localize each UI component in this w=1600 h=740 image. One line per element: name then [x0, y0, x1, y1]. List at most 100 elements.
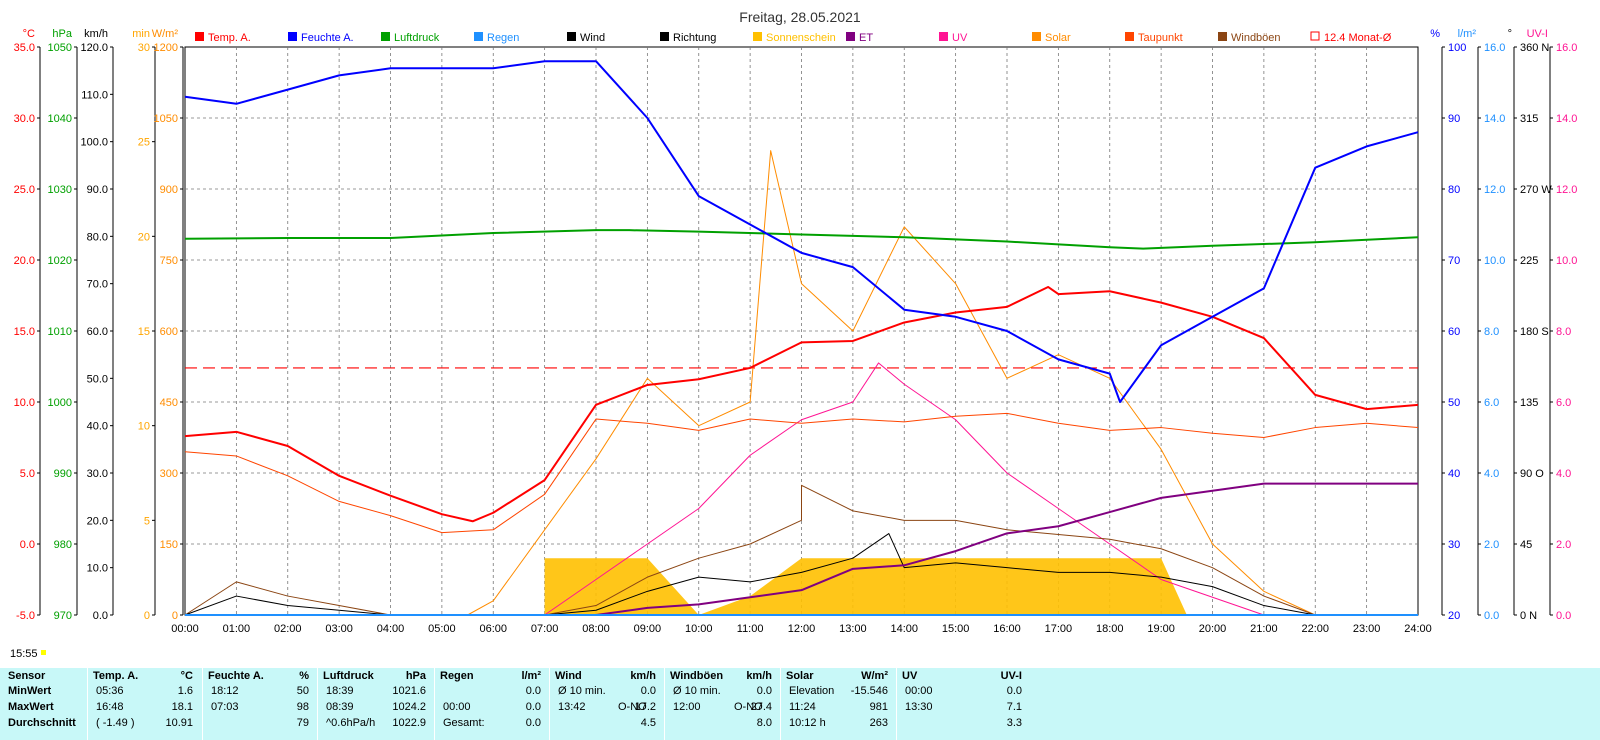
y-tick-label: 180 S — [1520, 326, 1549, 338]
stat-unit: hPa — [405, 670, 426, 682]
y-axis-unit: km/h — [84, 28, 108, 40]
y-tick-label: 1000 — [48, 397, 72, 409]
y-tick-label: 1050 — [154, 113, 178, 125]
x-tick-label: 22:00 — [1301, 623, 1329, 635]
stat-max-value: 7.1 — [1006, 701, 1022, 713]
legend-swatch — [1218, 32, 1227, 41]
stat-max-time: 12:00 — [673, 701, 701, 713]
stat-max-value: 27.4 — [750, 701, 772, 713]
stat-separator — [202, 668, 203, 740]
y-tick-label: 15 — [138, 326, 150, 338]
y-tick-label: 2.0 — [1556, 539, 1571, 551]
stat-separator — [549, 668, 550, 740]
x-tick-label: 09:00 — [634, 623, 662, 635]
y-tick-label: 4.0 — [1484, 468, 1499, 480]
x-tick-label: 13:00 — [839, 623, 867, 635]
x-tick-label: 15:00 — [942, 623, 970, 635]
x-tick-label: 20:00 — [1199, 623, 1227, 635]
y-tick-label: 970 — [54, 610, 72, 622]
stat-min-label: 18:12 — [211, 685, 239, 697]
legend-swatch — [939, 32, 948, 41]
y-tick-label: 10.0 — [14, 397, 35, 409]
legend-label: ET — [859, 32, 873, 44]
stat-min-label: 05:36 — [96, 685, 124, 697]
legend-label: Windböen — [1231, 32, 1281, 44]
stat-unit: UV-I — [1000, 670, 1022, 682]
series-et — [595, 482, 1418, 616]
stat-min-value: 1021.6 — [392, 685, 426, 697]
y-tick-label: 30.0 — [87, 468, 108, 480]
x-tick-label: 14:00 — [890, 623, 918, 635]
y-axis-unit: °C — [23, 28, 35, 40]
y-tick-label: 1030 — [48, 184, 72, 196]
y-tick-label: 20 — [1448, 610, 1460, 622]
y-tick-label: 5 — [144, 515, 150, 527]
y-tick-label: 110.0 — [81, 89, 108, 101]
x-tick-label: 10:00 — [685, 623, 713, 635]
y-axis-unit: hPa — [52, 28, 72, 40]
chart-legend: Temp. A. Feuchte A. Luftdruck Regen Wind Rich… — [195, 31, 1392, 44]
x-tick-label: 17:00 — [1045, 623, 1073, 635]
stat-header: Windböen — [670, 670, 724, 682]
legend-label: Solar — [1045, 32, 1071, 44]
y-tick-label: 16.0 — [1484, 42, 1505, 54]
stat-header: Wind — [555, 670, 582, 682]
stat-unit: % — [299, 670, 309, 682]
y-tick-label: 14.0 — [1556, 113, 1577, 125]
stat-header: Feuchte A. — [208, 670, 264, 682]
stat-max-time: 07:03 — [211, 701, 239, 713]
chart-grid — [184, 46, 1419, 616]
y-tick-label: 70 — [1448, 255, 1460, 267]
y-tick-label: 1020 — [48, 255, 72, 267]
legend-swatch — [1125, 32, 1134, 41]
y-axis-unit: UV-I — [1527, 28, 1548, 40]
y-tick-label: 10 — [138, 421, 150, 433]
stat-max-value: 98 — [296, 701, 309, 713]
y-tick-label: 6.0 — [1484, 397, 1499, 409]
x-tick-label: 07:00 — [531, 623, 559, 635]
x-tick-label: 03:00 — [325, 623, 353, 635]
stat-avg-label: 10:12 h — [789, 717, 826, 729]
y-tick-label: 900 — [160, 184, 178, 196]
y-tick-label: 315 — [1520, 113, 1538, 125]
series-taupunkt — [184, 412, 1419, 534]
stat-row-label: Durchschnitt — [8, 717, 76, 729]
x-tick-label: 16:00 — [993, 623, 1021, 635]
legend-swatch — [846, 32, 855, 41]
x-tick-label: 12:00 — [788, 623, 816, 635]
legend-label: Temp. A. — [208, 32, 251, 44]
y-tick-label: 30.0 — [14, 113, 35, 125]
y-tick-label: 12.0 — [1484, 184, 1505, 196]
legend-swatch — [288, 32, 297, 41]
x-tick-label: 23:00 — [1353, 623, 1381, 635]
stat-min-value: 1.6 — [177, 685, 193, 697]
y-tick-label: 60 — [1448, 326, 1460, 338]
y-tick-label: 270 W — [1520, 184, 1552, 196]
stat-separator — [87, 668, 88, 740]
y-tick-label: 0.0 — [20, 539, 35, 551]
stat-max-value: 17.2 — [634, 701, 656, 713]
y-tick-label: 990 — [54, 468, 72, 480]
y-tick-label: 0.0 — [93, 610, 108, 622]
stat-row-label: MinWert — [8, 685, 52, 697]
x-tick-label: 08:00 — [582, 623, 610, 635]
stat-row-label: MaxWert — [8, 701, 54, 713]
stat-unit: km/h — [746, 670, 772, 682]
stat-max-dir: O-NO — [734, 701, 763, 713]
stat-min-value: 0.0 — [525, 685, 541, 697]
stat-unit: km/h — [630, 670, 656, 682]
y-tick-label: 45 — [1520, 539, 1532, 551]
legend-label: Luftdruck — [394, 32, 440, 44]
series-solar — [467, 150, 1316, 616]
stat-avg-value: 79 — [296, 717, 309, 729]
legend-label: 12.4 Monat-Ø — [1324, 32, 1392, 44]
y-tick-label: 1200 — [154, 42, 178, 54]
legend-swatch — [567, 32, 576, 41]
legend-swatch — [1310, 31, 1320, 41]
y-tick-label: 20 — [138, 231, 150, 243]
x-tick-label: 21:00 — [1250, 623, 1278, 635]
stat-avg-label: Gesamt: — [443, 717, 485, 729]
stat-min-value: 0.0 — [756, 685, 772, 697]
y-tick-label: 100.0 — [80, 137, 108, 149]
chart-series — [184, 60, 1419, 616]
